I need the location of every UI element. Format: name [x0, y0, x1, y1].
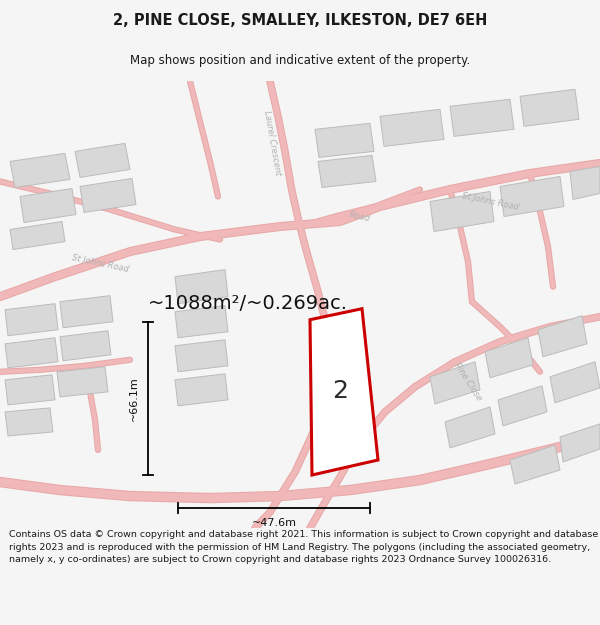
Polygon shape — [498, 386, 547, 426]
Text: ~47.6m: ~47.6m — [251, 518, 296, 528]
Polygon shape — [175, 306, 228, 338]
Polygon shape — [75, 143, 130, 177]
Polygon shape — [60, 331, 111, 361]
Polygon shape — [445, 407, 495, 448]
Text: 2: 2 — [332, 379, 349, 403]
Text: St Johns Road: St Johns Road — [71, 253, 129, 274]
Polygon shape — [450, 99, 514, 136]
Polygon shape — [560, 424, 600, 462]
Polygon shape — [430, 191, 494, 231]
Text: Contains OS data © Crown copyright and database right 2021. This information is : Contains OS data © Crown copyright and d… — [9, 530, 598, 564]
Polygon shape — [510, 445, 560, 484]
Polygon shape — [5, 338, 58, 367]
Polygon shape — [5, 408, 53, 436]
Polygon shape — [310, 309, 378, 475]
Polygon shape — [60, 296, 113, 328]
Text: St Johns Road: St Johns Road — [461, 191, 519, 212]
Polygon shape — [520, 89, 579, 126]
Polygon shape — [80, 179, 136, 212]
Text: Laurel Crescent: Laurel Crescent — [262, 110, 282, 176]
Polygon shape — [10, 221, 65, 249]
Polygon shape — [430, 362, 480, 404]
Polygon shape — [5, 304, 58, 336]
Text: Pine Close: Pine Close — [452, 361, 484, 403]
Text: ~1088m²/~0.269ac.: ~1088m²/~0.269ac. — [148, 294, 348, 313]
Text: ~66.1m: ~66.1m — [129, 376, 139, 421]
Text: 2, PINE CLOSE, SMALLEY, ILKESTON, DE7 6EH: 2, PINE CLOSE, SMALLEY, ILKESTON, DE7 6E… — [113, 12, 487, 28]
Polygon shape — [5, 375, 55, 405]
Polygon shape — [318, 156, 376, 188]
Polygon shape — [538, 316, 587, 357]
Polygon shape — [570, 166, 600, 199]
Text: Road: Road — [349, 210, 371, 223]
Polygon shape — [500, 176, 564, 216]
Polygon shape — [315, 123, 374, 158]
Polygon shape — [550, 362, 600, 403]
Polygon shape — [175, 374, 228, 406]
Text: Map shows position and indicative extent of the property.: Map shows position and indicative extent… — [130, 54, 470, 68]
Polygon shape — [20, 189, 76, 222]
Polygon shape — [57, 367, 108, 397]
Polygon shape — [175, 269, 228, 304]
Polygon shape — [10, 153, 70, 188]
Polygon shape — [380, 109, 444, 146]
Polygon shape — [175, 340, 228, 372]
Polygon shape — [485, 338, 533, 378]
